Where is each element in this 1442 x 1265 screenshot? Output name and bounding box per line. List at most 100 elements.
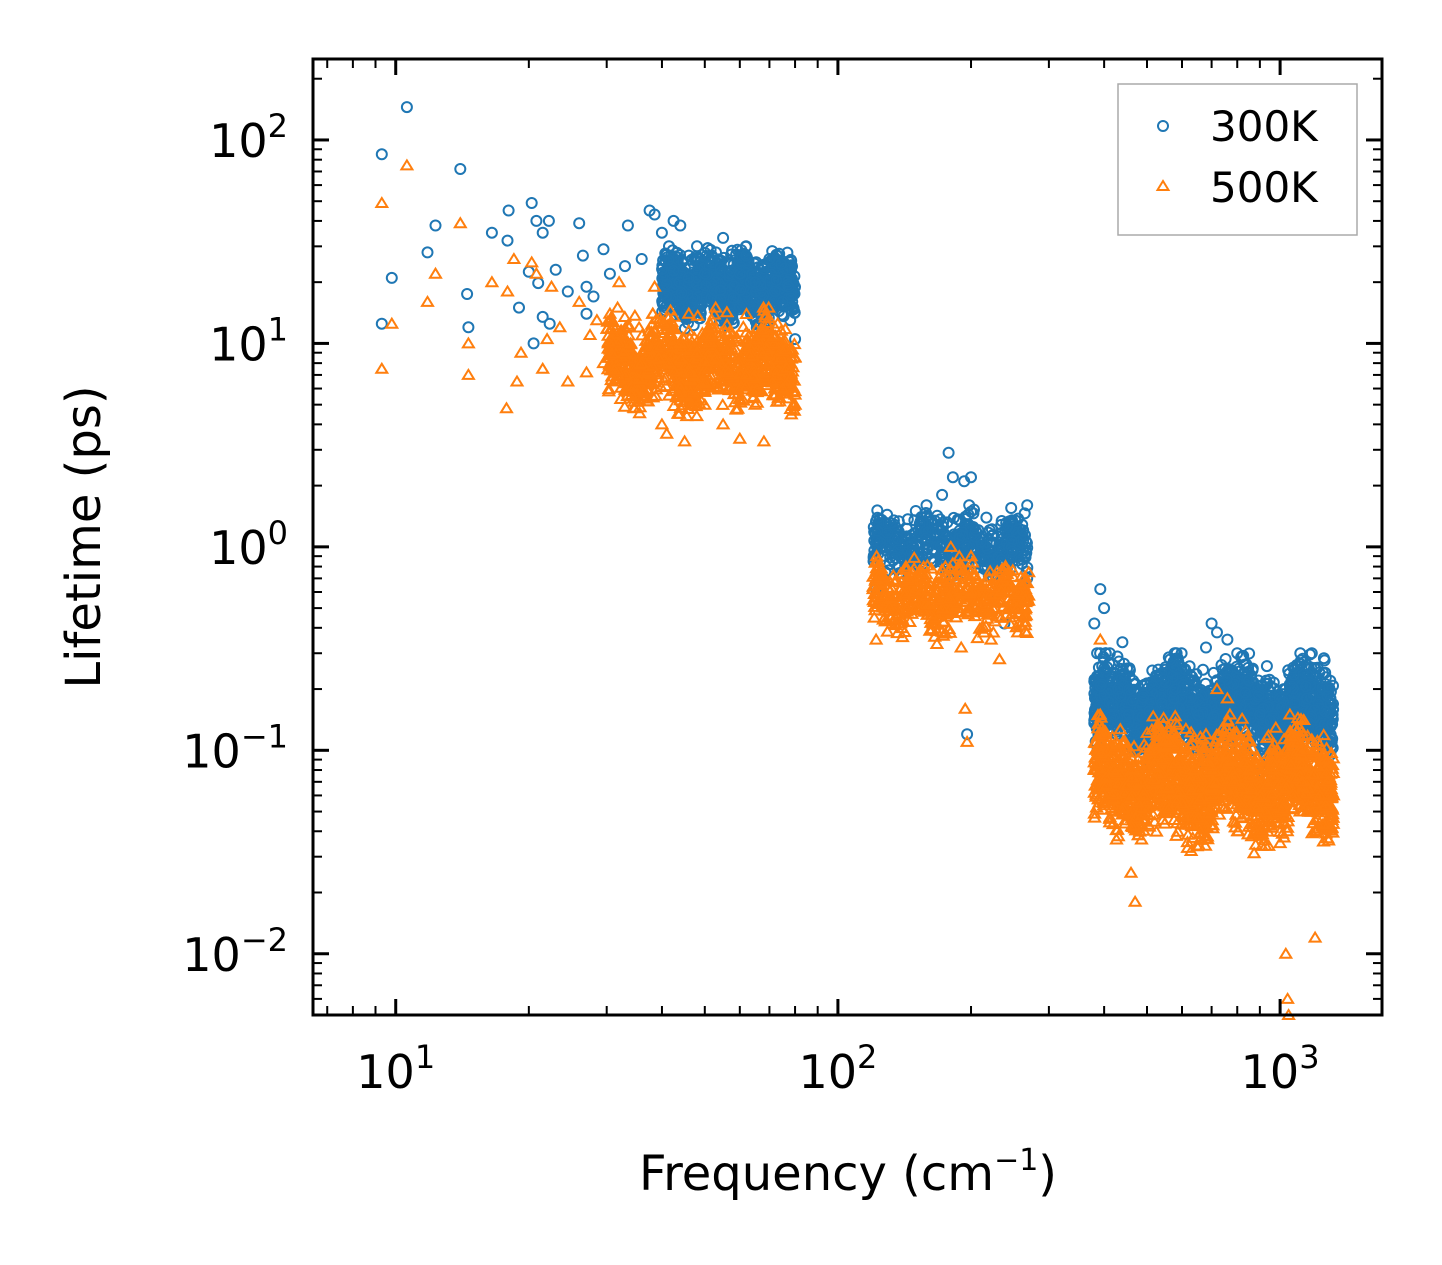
data-point — [1260, 660, 1273, 673]
data-point — [1231, 647, 1244, 660]
data-point — [928, 517, 941, 530]
data-point — [1146, 664, 1159, 677]
data-point — [981, 542, 994, 555]
data-point — [967, 507, 980, 520]
data-point — [1317, 652, 1330, 665]
data-point — [1108, 709, 1121, 722]
data-point — [922, 623, 938, 636]
data-point — [682, 361, 697, 374]
data-point — [676, 291, 689, 303]
data-point — [1242, 674, 1255, 687]
data-point — [1221, 664, 1234, 677]
data-point — [1237, 649, 1250, 662]
data-point — [754, 346, 769, 359]
data-point — [725, 248, 738, 261]
data-point — [501, 234, 514, 247]
data-point — [527, 337, 540, 350]
data-point — [580, 280, 593, 293]
data-point — [682, 365, 697, 378]
data-point — [744, 276, 757, 289]
data-point — [631, 372, 647, 385]
data-point — [631, 320, 647, 333]
data-point — [956, 526, 969, 539]
data-point — [1305, 710, 1318, 723]
series-500k — [374, 158, 1341, 1020]
data-point — [601, 384, 617, 397]
data-point — [675, 270, 688, 282]
data-point — [1188, 674, 1201, 687]
data-point — [674, 342, 689, 354]
data-point — [1234, 699, 1247, 712]
data-point — [1179, 663, 1192, 676]
data-point — [736, 393, 751, 406]
data-point — [726, 350, 741, 363]
data-point — [1127, 683, 1140, 696]
data-point — [454, 163, 467, 175]
data-point — [513, 301, 525, 314]
data-point — [1126, 694, 1139, 707]
data-point — [641, 342, 657, 355]
data-point — [944, 546, 957, 559]
data-point — [674, 219, 687, 232]
data-point — [1300, 692, 1313, 705]
data-point — [429, 219, 442, 232]
data-point — [667, 264, 680, 277]
data-point — [1005, 502, 1018, 514]
data-point — [690, 308, 705, 321]
data-point — [731, 355, 746, 368]
data-point — [1145, 676, 1158, 689]
data-point — [946, 471, 959, 484]
data-point — [670, 406, 686, 419]
data-point — [880, 624, 895, 637]
data-point — [627, 308, 643, 321]
data-point — [919, 532, 932, 545]
data-point — [747, 332, 763, 345]
data-point — [1288, 668, 1300, 681]
data-point — [1166, 670, 1179, 683]
data-point — [645, 359, 660, 372]
data-point — [871, 524, 884, 537]
data-point — [874, 536, 887, 549]
data-point — [1144, 694, 1157, 706]
data-point — [779, 376, 795, 389]
data-point — [1012, 536, 1025, 549]
data-point — [706, 256, 719, 269]
data-point — [742, 348, 757, 361]
data-point — [1263, 673, 1276, 686]
data-point — [889, 552, 902, 565]
data-point — [1221, 633, 1234, 646]
data-point — [941, 569, 957, 582]
data-point — [619, 260, 631, 273]
data-point — [755, 279, 767, 292]
data-point — [756, 303, 772, 316]
data-point — [601, 334, 616, 347]
data-point — [681, 323, 696, 336]
data-point — [1107, 700, 1119, 713]
data-point — [1123, 683, 1135, 696]
data-point — [616, 346, 632, 359]
data-point — [965, 471, 977, 484]
data-point — [1211, 626, 1223, 639]
data-point — [385, 271, 398, 284]
data-point — [613, 392, 629, 404]
data-point — [1012, 512, 1025, 525]
data-point — [1091, 647, 1104, 660]
data-point — [610, 300, 625, 313]
data-point — [703, 329, 718, 342]
data-point — [543, 317, 556, 330]
data-point — [1104, 683, 1117, 696]
data-point — [1094, 680, 1107, 693]
data-point — [707, 352, 723, 364]
data-point — [1112, 683, 1124, 696]
data-point — [920, 558, 935, 571]
data-point — [1173, 702, 1186, 714]
data-point — [980, 536, 993, 549]
data-point — [929, 637, 945, 649]
data-point — [656, 316, 672, 329]
data-point — [695, 329, 711, 342]
data-point — [1164, 653, 1177, 666]
data-point — [657, 373, 672, 386]
data-point — [906, 561, 922, 574]
data-point — [1308, 662, 1321, 675]
